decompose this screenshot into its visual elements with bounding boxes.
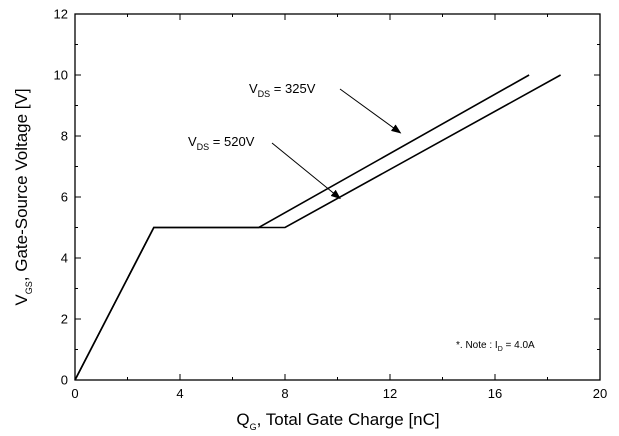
note-sub: D xyxy=(498,346,503,353)
x-axis-title: QG, Total Gate Charge [nC] xyxy=(236,410,439,432)
x-tick-label: 0 xyxy=(71,386,78,401)
x-tick-label: 8 xyxy=(281,386,288,401)
annotation-vds-325-main: V xyxy=(249,81,258,96)
annotation-vds-520-sub: DS xyxy=(197,142,210,152)
annotations: VDS = 325V VDS = 520V xyxy=(188,81,402,200)
annotation-vds-325-sub: DS xyxy=(258,89,271,99)
series-line-vds-325v xyxy=(74,74,530,381)
test-condition-note: *. Note : ID = 4.0A xyxy=(456,340,535,353)
y-tick-label: 4 xyxy=(61,251,68,266)
y-tick-label: 6 xyxy=(61,190,68,205)
series-lines xyxy=(74,74,561,381)
note-prefix: *. Note : I xyxy=(456,340,498,351)
y-tick-label: 10 xyxy=(54,68,68,83)
x-axis-title-main: Q xyxy=(236,410,249,429)
y-axis-title-sub: GS xyxy=(24,281,34,294)
y-tick-label: 12 xyxy=(54,7,68,22)
note-rest: = 4.0A xyxy=(503,340,535,351)
x-tick-label: 12 xyxy=(383,386,397,401)
annotation-vds-520-rest: = 520V xyxy=(209,134,255,149)
y-tick-label: 8 xyxy=(61,129,68,144)
y-axis: 0 2 4 6 8 10 12 xyxy=(54,7,600,388)
y-axis-title-main: V xyxy=(12,294,31,306)
y-tick-label: 2 xyxy=(61,312,68,327)
annotation-vds-325-rest: = 325V xyxy=(270,81,316,96)
annotation-arrow xyxy=(339,88,402,134)
x-tick-label: 20 xyxy=(593,386,607,401)
annotation-vds-520-main: V xyxy=(188,134,197,149)
y-tick-label: 0 xyxy=(61,373,68,388)
y-axis-title-rest: , Gate-Source Voltage [V] xyxy=(12,88,31,281)
x-axis-title-sub: G xyxy=(250,422,257,432)
x-tick-label: 16 xyxy=(488,386,502,401)
annotation-arrow xyxy=(271,142,341,200)
x-tick-label: 4 xyxy=(176,386,183,401)
x-axis-title-rest: , Total Gate Charge [nC] xyxy=(257,410,440,429)
series-line-vds-520v xyxy=(74,74,561,381)
y-axis-title: VGS, Gate-Source Voltage [V] xyxy=(12,88,34,305)
annotation-vds-325: VDS = 325V xyxy=(249,81,316,99)
annotation-vds-520: VDS = 520V xyxy=(188,134,255,152)
x-axis: 0 4 8 12 16 20 xyxy=(71,14,607,401)
